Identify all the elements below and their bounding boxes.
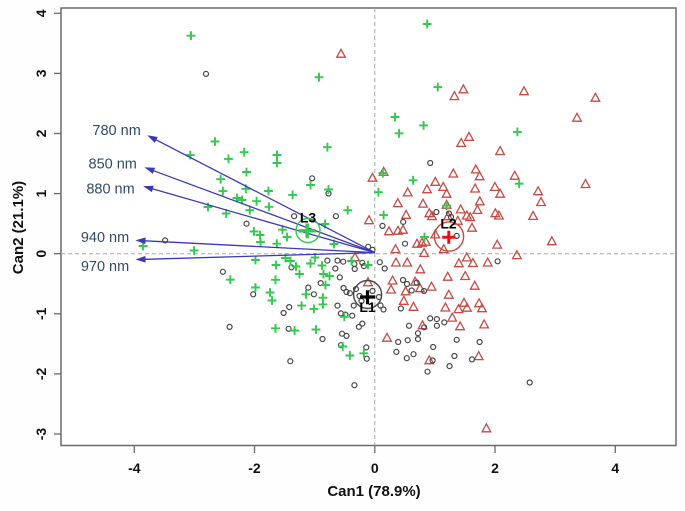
svg-text:970 nm: 970 nm (81, 259, 129, 275)
svg-text:-1: -1 (33, 307, 49, 320)
svg-text:Can2 (21.1%): Can2 (21.1%) (10, 181, 27, 274)
svg-text:L1: L1 (359, 299, 376, 315)
svg-text:L2: L2 (440, 216, 457, 232)
svg-text:0: 0 (371, 460, 379, 476)
svg-text:L3: L3 (300, 210, 317, 226)
svg-text:850 nm: 850 nm (89, 157, 137, 173)
svg-text:3: 3 (33, 69, 49, 77)
svg-text:-4: -4 (128, 460, 141, 476)
svg-text:4: 4 (611, 460, 619, 476)
svg-text:-2: -2 (33, 367, 49, 380)
svg-text:940 nm: 940 nm (81, 230, 129, 246)
svg-text:-2: -2 (248, 460, 261, 476)
svg-text:0: 0 (33, 250, 49, 258)
svg-text:-3: -3 (33, 428, 49, 441)
svg-text:780 nm: 780 nm (92, 123, 140, 139)
svg-text:2: 2 (33, 129, 49, 137)
svg-text:1: 1 (33, 189, 49, 197)
svg-text:4: 4 (33, 9, 49, 17)
svg-text:Can1 (78.9%): Can1 (78.9%) (327, 483, 420, 500)
svg-text:880 nm: 880 nm (86, 181, 134, 197)
svg-text:2: 2 (491, 460, 499, 476)
